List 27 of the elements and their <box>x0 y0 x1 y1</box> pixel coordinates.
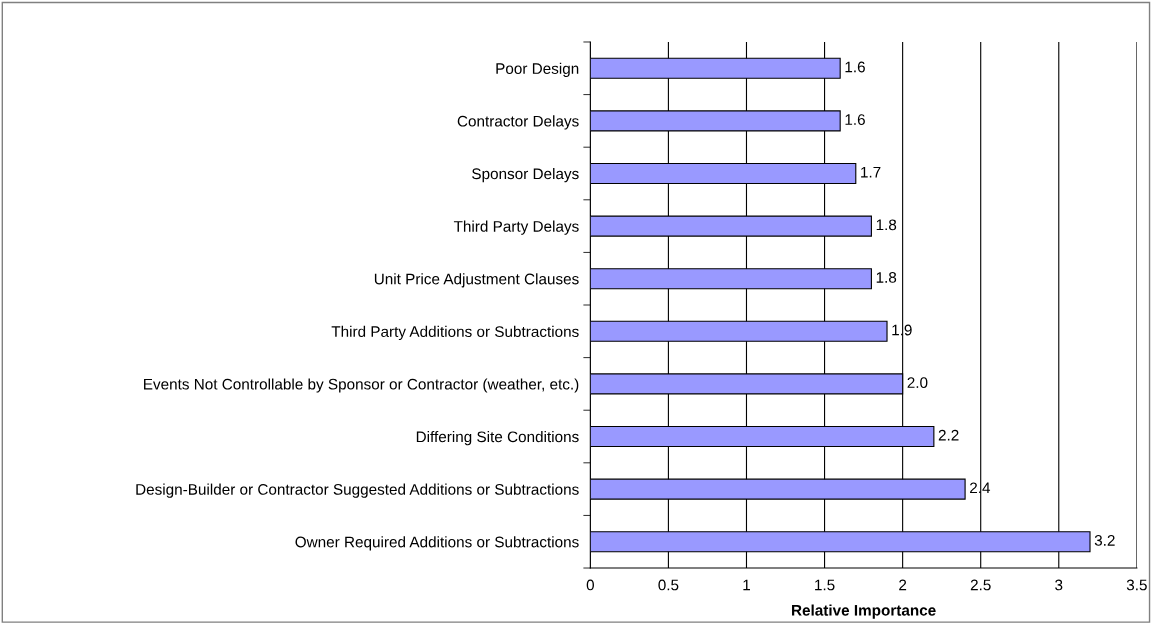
y-tick-label: Third Party Delays <box>453 220 579 235</box>
data-label: 1.8 <box>876 271 897 283</box>
x-tick-label: 1 <box>743 579 750 591</box>
y-tick-label: Sponsor Delays <box>472 167 579 183</box>
x-tick-label: 0 <box>586 579 594 591</box>
x-tick-label: 2 <box>899 579 907 591</box>
y-tick-label: Events Not Controllable by Sponsor or Contractor (weather, etc.) <box>144 378 579 393</box>
y-tick-label: Unit Price Adjustment Clauses <box>374 273 579 288</box>
x-tick-label: 1.5 <box>815 579 835 591</box>
x-axis-title: Relative Importance <box>792 604 936 619</box>
y-tick-label: Design-Builder or Contractor Suggested Additions or Subtractions <box>136 483 579 498</box>
data-label: 1.6 <box>845 61 865 73</box>
data-label: 1.7 <box>861 166 881 178</box>
data-label: 1.6 <box>845 114 865 125</box>
y-tick-label: Differing Site Conditions <box>416 430 579 446</box>
x-tick-label: 3.5 <box>1126 579 1147 591</box>
y-tick-label: Third Party Additions or Subtractions <box>331 325 579 341</box>
x-tick-label: 0.5 <box>658 579 679 591</box>
data-label: 2.2 <box>938 429 959 441</box>
data-label: 1.8 <box>876 219 897 231</box>
y-tick-label: Contractor Delays <box>457 115 579 130</box>
data-label: 2.0 <box>907 377 928 389</box>
x-tick-label: 2.5 <box>970 579 991 591</box>
x-tick-label: 3 <box>1055 579 1063 591</box>
y-tick-label: Owner Required Additions or Subtractions <box>295 536 579 551</box>
y-tick-label: Poor Design <box>496 62 579 77</box>
data-label: 3.2 <box>1094 535 1115 546</box>
